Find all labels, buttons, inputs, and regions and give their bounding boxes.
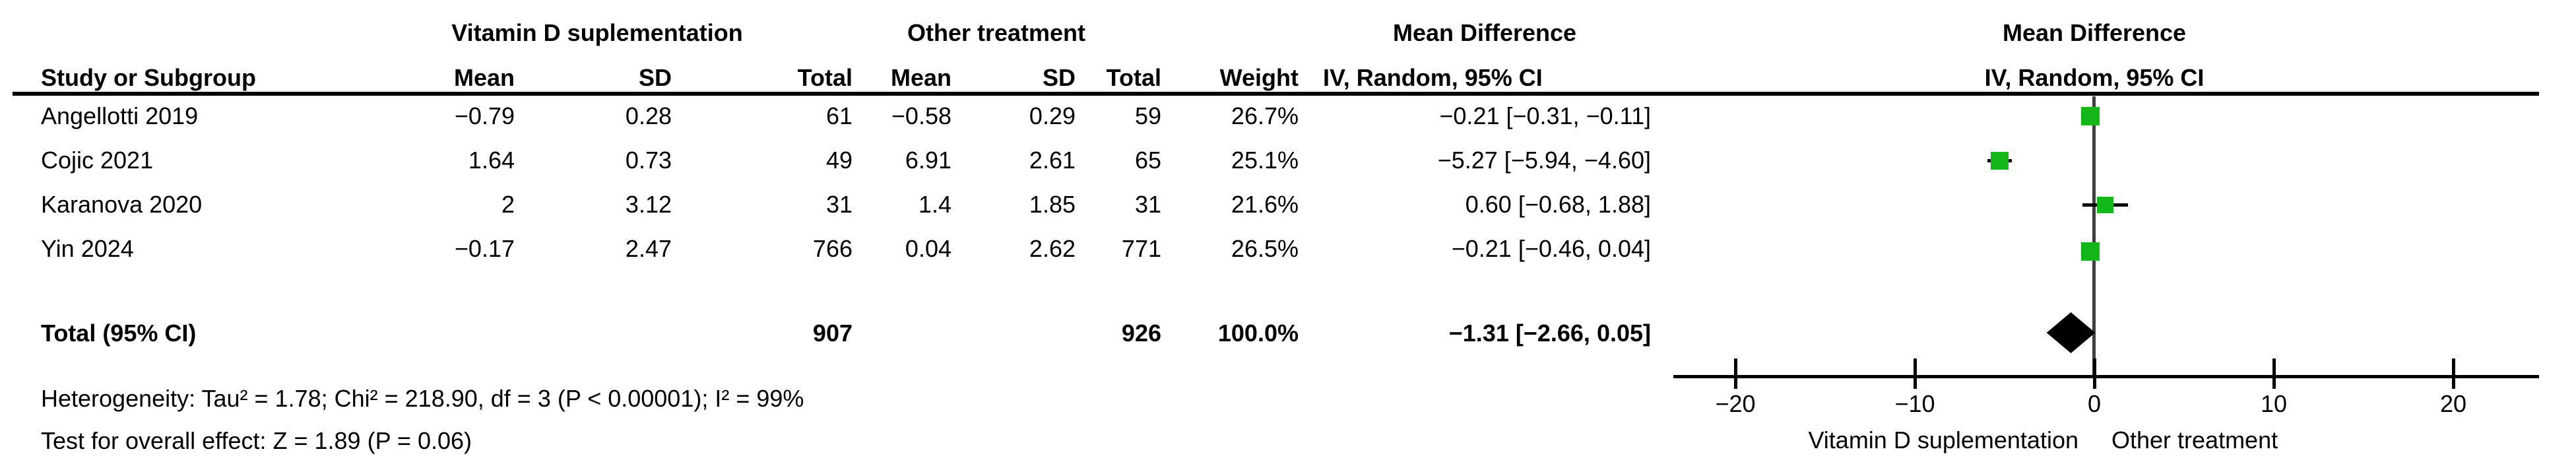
ci-value: −0.21 [−0.31, −0.11]: [1439, 102, 1651, 129]
total2-value: 59: [1134, 102, 1161, 129]
total1-value: 49: [825, 147, 853, 174]
x-axis-tick-label: −10: [1894, 390, 1935, 417]
md-column-header-line1: Mean Difference: [1392, 19, 1577, 46]
study-label: Yin 2024: [41, 235, 134, 262]
x-axis-tick: [1733, 358, 1737, 389]
weight-value: 26.7%: [1231, 102, 1299, 129]
mean2-value: 6.91: [905, 147, 951, 174]
mean1-value: 2: [501, 191, 515, 218]
total2-value: 31: [1134, 191, 1161, 218]
x-axis-tick-label: 20: [2439, 390, 2467, 417]
col-header-sd2: SD: [1042, 64, 1076, 91]
x-axis-tick-label: 0: [2087, 390, 2102, 417]
zero-reference-line: [2092, 96, 2096, 376]
sd1-value: 0.73: [625, 147, 672, 174]
col-header-ci: IV, Random, 95% CI: [1323, 64, 1543, 91]
x-axis-tick: [2451, 358, 2455, 389]
total2-value: 65: [1134, 147, 1161, 174]
sd2-value: 1.85: [1029, 191, 1076, 218]
total1-sum: 907: [812, 320, 853, 347]
sd1-value: 0.28: [625, 102, 672, 129]
axis-label-right: Other treatment: [2111, 426, 2278, 454]
col-header-mean1: Mean: [453, 64, 515, 91]
sd1-value: 2.47: [625, 235, 672, 262]
x-axis-tick: [2092, 358, 2096, 389]
col-header-weight: Weight: [1219, 64, 1299, 91]
total-ci: −1.31 [−2.66, 0.05]: [1448, 320, 1651, 347]
total-weight: 100.0%: [1217, 320, 1299, 347]
mean1-value: 1.64: [468, 147, 515, 174]
weight-value: 25.1%: [1231, 147, 1299, 174]
col-header-total1: Total: [797, 64, 853, 91]
plot-header-line1: Mean Difference: [2002, 19, 2187, 46]
total-row-label: Total (95% CI): [41, 320, 197, 347]
total1-value: 61: [825, 102, 853, 129]
axis-label-left: Vitamin D suplementation: [1808, 426, 2078, 454]
col-header-study: Study or Subgroup: [41, 64, 256, 91]
x-axis-tick: [1913, 358, 1917, 389]
header-divider-line: [13, 92, 2539, 96]
x-axis-tick-label: −20: [1715, 390, 1756, 417]
study-weight-square: [2081, 242, 2100, 261]
study-label: Cojic 2021: [41, 147, 154, 174]
total2-sum: 926: [1121, 320, 1161, 347]
heterogeneity-stats: Heterogeneity: Tau² = 1.78; Chi² = 218.9…: [41, 385, 804, 412]
group1-header: Vitamin D suplementation: [451, 19, 743, 46]
weight-value: 26.5%: [1231, 235, 1299, 262]
group2-header: Other treatment: [907, 19, 1086, 46]
total2-value: 771: [1121, 235, 1161, 262]
x-axis-tick-label: 10: [2260, 390, 2288, 417]
mean2-value: −0.58: [891, 102, 951, 129]
study-label: Angellotti 2019: [41, 102, 199, 129]
overall-effect-test: Test for overall effect: Z = 1.89 (P = 0…: [41, 427, 472, 454]
study-weight-square: [2096, 196, 2113, 213]
study-weight-square: [1991, 151, 2009, 170]
study-weight-square: [2081, 107, 2100, 125]
sd1-value: 3.12: [625, 191, 672, 218]
mean2-value: 0.04: [905, 235, 951, 262]
mean2-value: 1.4: [918, 191, 951, 218]
sd2-value: 0.29: [1029, 102, 1076, 129]
mean1-value: −0.79: [454, 102, 515, 129]
x-axis-line: [1673, 375, 2539, 378]
total1-value: 31: [825, 191, 853, 218]
sd2-value: 2.61: [1029, 147, 1076, 174]
col-header-sd1: SD: [638, 64, 672, 91]
ci-value: −5.27 [−5.94, −4.60]: [1437, 147, 1651, 174]
weight-value: 21.6%: [1231, 191, 1299, 218]
ci-value: 0.60 [−0.68, 1.88]: [1465, 191, 1651, 218]
col-header-total2: Total: [1106, 64, 1161, 91]
total1-value: 766: [812, 235, 853, 262]
study-label: Karanova 2020: [41, 191, 203, 218]
mean1-value: −0.17: [454, 235, 515, 262]
plot-header-line2: IV, Random, 95% CI: [1984, 64, 2205, 91]
x-axis-tick: [2272, 358, 2276, 389]
col-header-mean2: Mean: [890, 64, 951, 91]
ci-value: −0.21 [−0.46, 0.04]: [1451, 235, 1651, 262]
sd2-value: 2.62: [1029, 235, 1076, 262]
total-effect-diamond: [2046, 312, 2096, 353]
